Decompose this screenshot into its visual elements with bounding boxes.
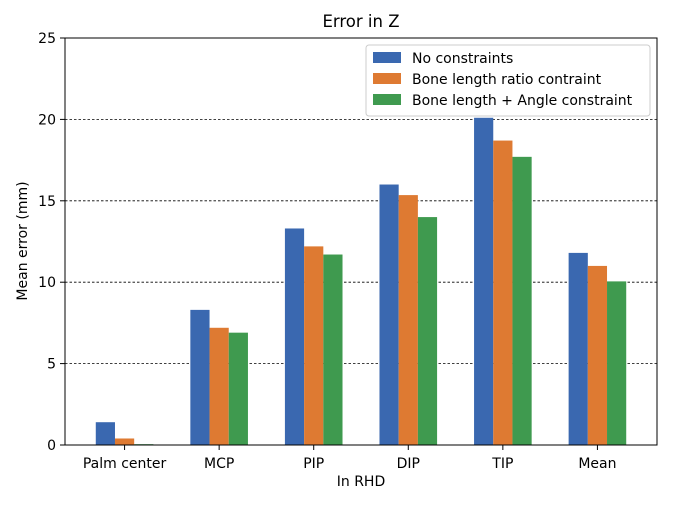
bar-series2-cat5	[607, 281, 627, 445]
chart-title: Error in Z	[322, 12, 399, 31]
legend-swatch-2	[373, 94, 401, 105]
y-tick-label-5: 25	[38, 31, 56, 47]
y-tick-label-4: 20	[38, 112, 56, 128]
legend-label-1: Bone length ratio contraint	[412, 72, 602, 88]
legend-box	[365, 44, 651, 117]
bar-series1-cat3	[398, 195, 418, 445]
bar-series0-cat2	[284, 228, 305, 445]
bar-series0-cat1	[190, 309, 210, 445]
y-tick-label-2: 10	[38, 275, 56, 291]
y-tick-label-3: 15	[38, 194, 56, 210]
bar-series2-cat2	[323, 254, 343, 445]
legend-swatch-1	[373, 73, 401, 84]
plot-frame	[64, 37, 658, 446]
y-axis-label: Mean error (mm)	[15, 181, 31, 300]
x-axis-label: In RHD	[337, 474, 386, 490]
bars	[95, 117, 627, 445]
bar-series0-cat5	[568, 252, 588, 445]
legend-label-2: Bone length + Angle constraint	[412, 93, 633, 109]
y-tick-label-0: 0	[47, 438, 56, 454]
x-tick-label-4: TIP	[491, 456, 513, 472]
grid-lines	[65, 119, 657, 365]
legend-label-0: No constraints	[412, 51, 513, 67]
bar-series2-cat3	[417, 217, 438, 445]
legend-swatch-0	[373, 52, 401, 63]
x-tick-label-3: DIP	[397, 456, 420, 472]
axes: 0 5 10 15 20 25 Palm center MCP PIP DIP TIP Mean	[38, 31, 658, 472]
y-tick-label-1: 5	[47, 357, 56, 373]
x-tick-label-0: Palm center	[83, 456, 167, 472]
bar-series1-cat0	[114, 438, 135, 445]
bar-series1-cat1	[209, 327, 229, 445]
bar-series0-cat0	[95, 422, 115, 445]
bar-series2-cat1	[228, 332, 248, 445]
bar-series0-cat3	[379, 184, 399, 445]
x-tick-label-5: Mean	[578, 456, 616, 472]
legend: No constraints Bone length ratio contrain…	[365, 44, 651, 117]
bar-series2-cat4	[512, 156, 532, 445]
bar-series0-cat4	[474, 117, 494, 445]
bar-series1-cat4	[493, 140, 513, 445]
x-tick-label-1: MCP	[204, 456, 234, 472]
bar-series1-cat2	[304, 246, 324, 445]
x-tick-label-2: PIP	[303, 456, 324, 472]
bar-series1-cat5	[587, 265, 608, 445]
